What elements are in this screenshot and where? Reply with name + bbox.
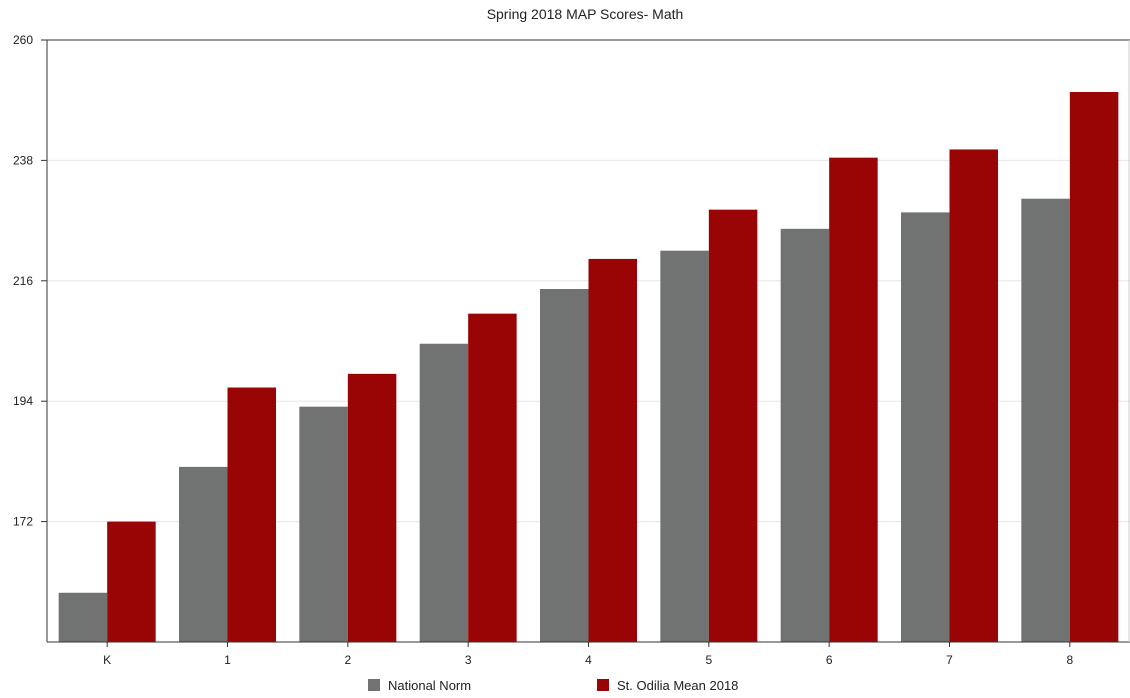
x-tick-label: 4 [585,653,592,667]
y-tick-label: 260 [13,33,33,47]
bar-national-norm-8 [1021,198,1070,642]
legend: National Norm St. Odilia Mean 2018 [368,678,738,693]
bar-national-norm-1 [179,466,228,642]
x-tick-label: 6 [826,653,833,667]
bar-st-odilia-5 [708,209,758,642]
bar-national-norm-K [58,592,108,642]
bar-national-norm-5 [660,250,709,642]
bar-st-odilia-1 [227,387,276,642]
bar-national-norm-7 [901,212,950,642]
y-tick-label: 172 [13,515,33,529]
bar-st-odilia-K [107,521,156,642]
x-axis-ticks: K 1 2 3 4 5 6 7 8 [103,642,1073,667]
bar-national-norm-2 [299,406,348,642]
x-tick-label: 7 [946,653,953,667]
y-axis-ticks: 172 194 216 238 260 [13,33,33,529]
x-tick-label: 1 [224,653,231,667]
bar-national-norm-4 [540,289,589,642]
bars [58,91,1119,643]
legend-swatch-national-norm [368,679,380,691]
y-tick-label: 238 [13,153,33,167]
y-tick-label: 194 [13,394,33,408]
bar-st-odilia-7 [949,149,998,643]
bar-st-odilia-3 [468,313,517,642]
y-tick-label: 216 [13,274,33,288]
bar-national-norm-6 [780,228,830,643]
bar-st-odilia-4 [588,258,637,642]
x-tick-label: 8 [1066,653,1073,667]
legend-swatch-st-odilia [597,679,609,691]
bar-national-norm-3 [419,343,469,642]
legend-label-st-odilia: St. Odilia Mean 2018 [617,678,738,693]
chart-title: Spring 2018 MAP Scores- Math [487,6,684,22]
x-tick-label: 3 [465,653,472,667]
bar-st-odilia-6 [829,157,878,642]
legend-label-national-norm: National Norm [388,678,471,693]
x-tick-label: K [103,653,111,667]
x-tick-label: 2 [344,653,351,667]
x-tick-label: 5 [705,653,712,667]
bar-st-odilia-2 [347,373,397,642]
bar-st-odilia-8 [1069,91,1119,642]
